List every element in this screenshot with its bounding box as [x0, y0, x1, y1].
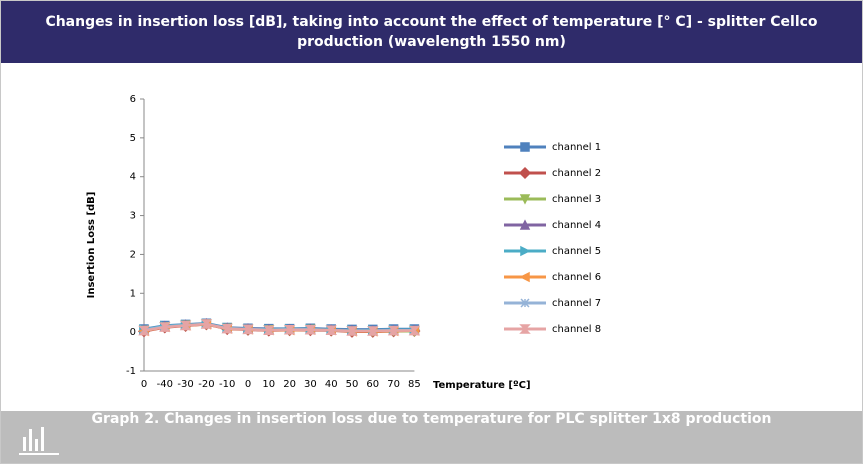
x-tick-label: -10	[219, 379, 235, 390]
marker	[520, 298, 530, 308]
marker	[179, 320, 192, 331]
legend-label: channel 2	[552, 168, 601, 179]
x-tick-label: 0	[245, 379, 251, 390]
y-tick-label: 0	[130, 327, 136, 338]
y-tick-label: 2	[130, 249, 136, 260]
legend-label: channel 1	[552, 142, 601, 153]
marker	[304, 325, 317, 335]
x-axis-title: Temperature [ºC]	[433, 380, 531, 391]
marker	[519, 271, 530, 283]
y-axis-title: Insertion Loss [dB]	[86, 192, 97, 299]
marker	[408, 325, 421, 336]
marker	[221, 323, 234, 334]
marker	[325, 325, 338, 335]
marker	[262, 325, 275, 335]
footer: Graph 2. Changes in insertion loss due t…	[1, 411, 862, 463]
y-tick-label: 1	[130, 288, 136, 299]
legend-label: channel 3	[552, 194, 601, 205]
footer-caption: Graph 2. Changes in insertion loss due t…	[91, 411, 772, 427]
y-tick-label: -1	[126, 366, 136, 377]
marker	[346, 326, 358, 336]
marker	[158, 322, 171, 332]
x-tick-label: -20	[198, 379, 214, 390]
y-tick-label: 5	[130, 133, 136, 144]
x-tick-label: 20	[283, 379, 296, 390]
marker	[200, 319, 213, 329]
x-tick-label: 70	[387, 379, 400, 390]
marker	[242, 324, 254, 335]
x-tick-label: 30	[304, 379, 317, 390]
x-tick-label: 50	[346, 379, 359, 390]
legend-label: channel 4	[552, 220, 601, 231]
marker	[520, 245, 531, 257]
legend-label: channel 7	[552, 298, 601, 309]
marker	[519, 324, 531, 334]
marker	[518, 166, 532, 180]
x-tick-label: -30	[177, 379, 193, 390]
x-tick-label: 60	[366, 379, 379, 390]
marker	[520, 142, 530, 152]
x-tick-label: 10	[262, 379, 275, 390]
marker	[283, 325, 296, 335]
x-tick-label: -40	[157, 379, 173, 390]
x-tick-label: 40	[325, 379, 338, 390]
legend-label: channel 5	[552, 246, 601, 257]
header-title: Changes in insertion loss [dB], taking i…	[1, 1, 862, 63]
y-tick-label: 6	[130, 94, 136, 105]
legend-label: channel 8	[552, 324, 601, 335]
marker	[519, 194, 531, 205]
marker	[519, 219, 531, 230]
x-tick-label: 85	[408, 379, 421, 390]
marker	[366, 326, 379, 336]
x-tick-label: 0	[141, 379, 147, 390]
y-tick-label: 3	[130, 211, 136, 222]
legend-label: channel 6	[552, 272, 601, 283]
marker	[387, 325, 400, 336]
series-line	[143, 322, 415, 333]
marker	[138, 325, 150, 336]
y-tick-label: 4	[130, 172, 136, 183]
chart-icon	[19, 427, 59, 455]
